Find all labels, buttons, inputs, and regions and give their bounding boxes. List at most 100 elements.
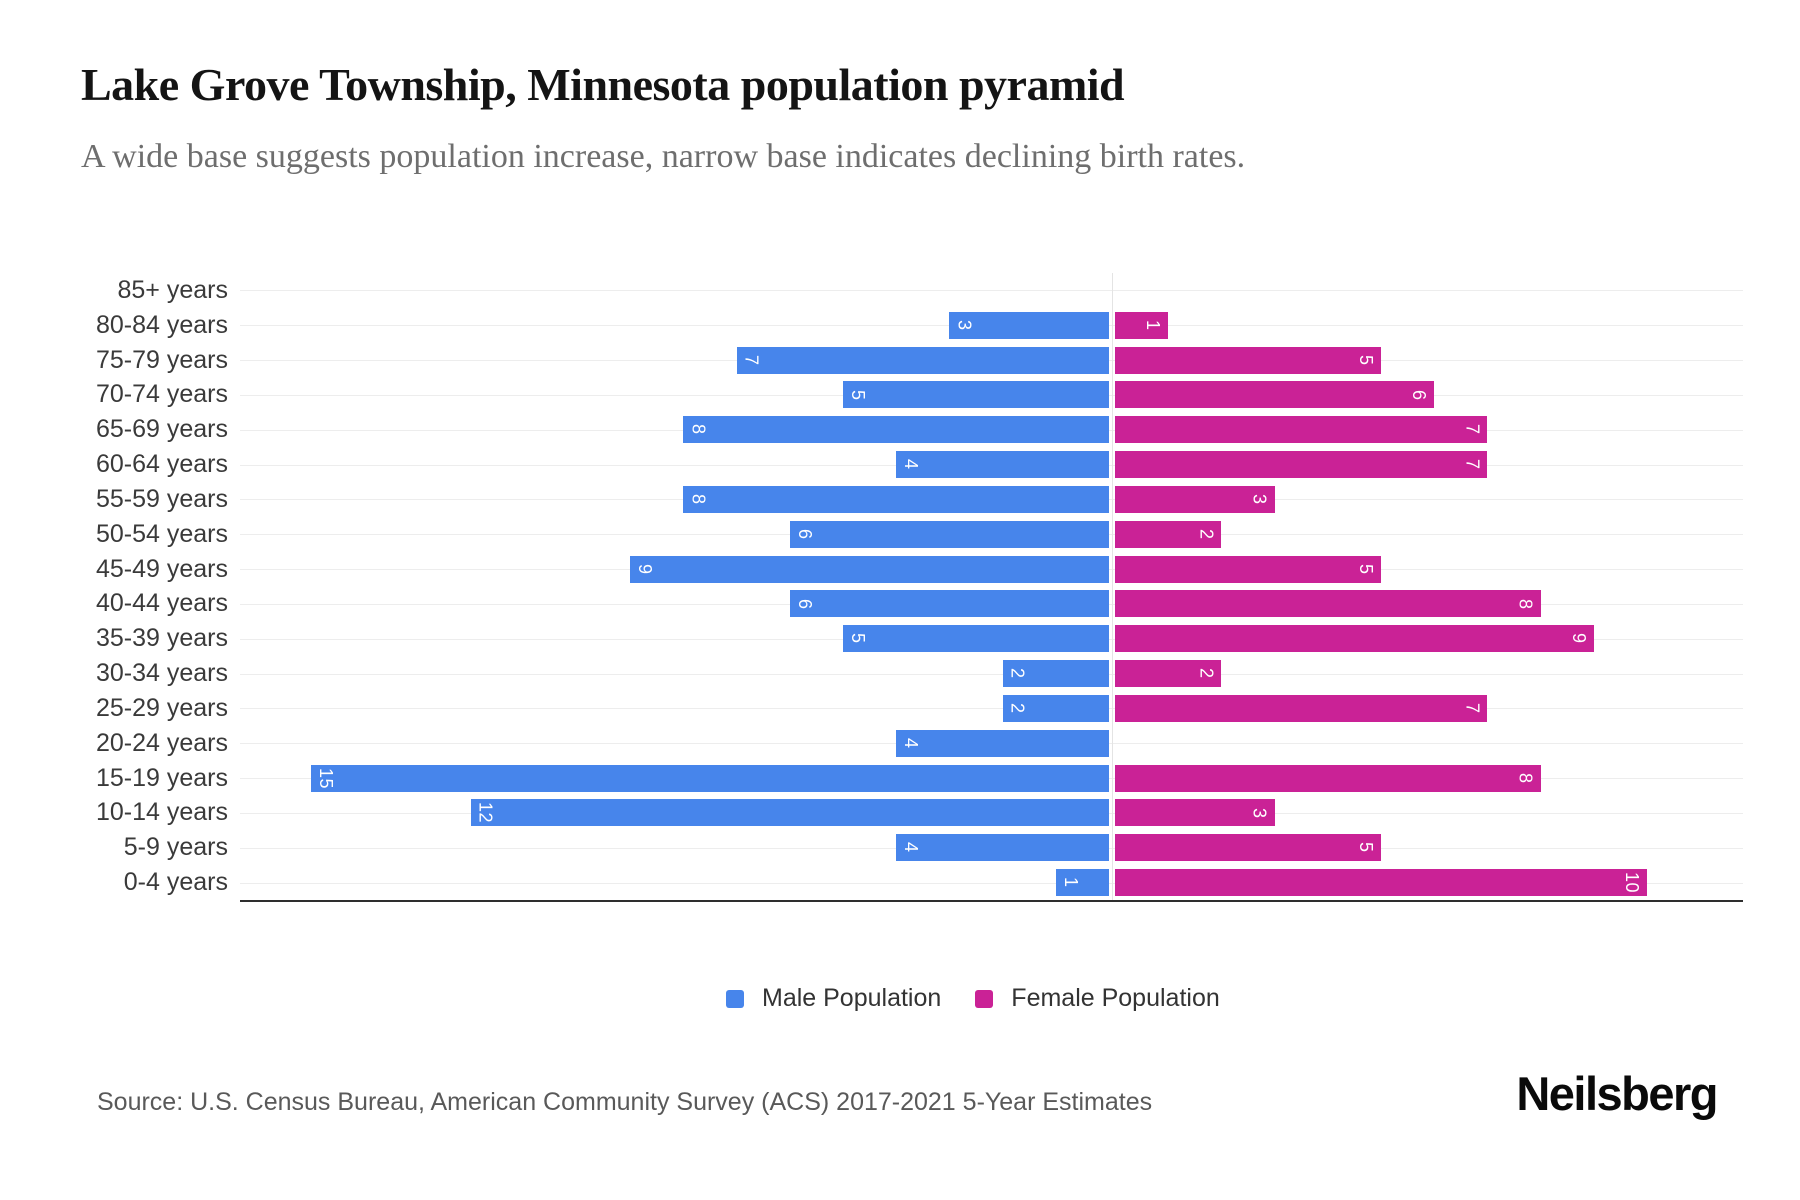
pyramid-row: 40-44 years 6 8	[96, 587, 1743, 622]
pyramid-row: 25-29 years 2 7	[96, 691, 1743, 726]
female-bar-value: 5	[1356, 354, 1376, 366]
female-bar[interactable]: 3	[1115, 485, 1275, 513]
male-bar[interactable]: 5	[843, 381, 1109, 409]
male-bar-value: 12	[475, 802, 496, 824]
pyramid-row: 70-74 years 5 6	[96, 378, 1743, 413]
male-bar[interactable]: 4	[896, 834, 1109, 862]
row-gridline	[240, 673, 1743, 675]
chart-legend: Male Population Female Population	[726, 984, 1220, 1013]
female-bar[interactable]: 8	[1115, 590, 1541, 618]
female-bar-value: 7	[1462, 703, 1483, 714]
male-bar[interactable]: 8	[683, 416, 1109, 444]
age-group-label: 15-19 years	[95, 763, 228, 792]
legend-label: Female Population	[1011, 984, 1220, 1012]
female-bar[interactable]: 6	[1115, 381, 1435, 409]
male-bar-value: 9	[635, 563, 656, 575]
male-bar-value: 8	[688, 494, 709, 505]
age-group-label: 80-84 years	[95, 310, 228, 339]
female-bar[interactable]: 3	[1115, 799, 1275, 827]
male-bar[interactable]: 3	[949, 311, 1109, 339]
female-bar-value: 7	[1462, 459, 1483, 470]
female-bar-value: 3	[1249, 807, 1270, 819]
male-bar[interactable]: 1	[1055, 869, 1109, 897]
female-bar[interactable]: 2	[1115, 520, 1222, 548]
female-bar-value: 6	[1409, 389, 1430, 401]
female-bar[interactable]: 5	[1115, 555, 1381, 583]
female-bar-value: 7	[1462, 424, 1483, 435]
legend-label: Male Population	[762, 984, 942, 1012]
female-bar-value: 2	[1196, 528, 1217, 540]
female-bar[interactable]: 1	[1115, 311, 1169, 339]
male-bar-value: 3	[954, 319, 975, 331]
male-bar-value: 4	[901, 842, 922, 853]
age-group-label: 40-44 years	[95, 589, 228, 618]
male-bar-value: 6	[794, 598, 815, 610]
age-group-label: 20-24 years	[95, 728, 228, 757]
pyramid-row: 50-54 years 6 2	[96, 517, 1743, 552]
age-group-label: 55-59 years	[95, 484, 228, 513]
male-bar[interactable]: 4	[896, 729, 1109, 757]
male-bar-value: 1	[1060, 877, 1081, 888]
male-bar-value: 4	[901, 737, 922, 749]
row-gridline	[240, 708, 1743, 710]
age-group-label: 60-64 years	[95, 450, 228, 479]
age-group-label: 50-54 years	[95, 519, 228, 548]
female-bar-value: 9	[1568, 633, 1589, 644]
female-bar-value: 8	[1515, 772, 1536, 784]
pyramid-row: 0-4 years 1 10	[124, 865, 1743, 900]
female-bar[interactable]: 8	[1115, 764, 1541, 792]
page-title: Lake Grove Township, Minnesota populatio…	[81, 59, 1125, 110]
female-bar-value: 3	[1249, 494, 1270, 505]
male-bar[interactable]: 15	[311, 764, 1109, 792]
age-group-label: 70-74 years	[95, 380, 228, 409]
male-bar[interactable]: 12	[470, 799, 1109, 827]
male-bar[interactable]: 9	[630, 555, 1109, 583]
legend-swatch-icon	[726, 989, 744, 1008]
female-bar[interactable]: 7	[1115, 694, 1488, 722]
male-bar-value: 2	[1007, 668, 1028, 679]
age-group-label: 25-29 years	[95, 693, 228, 722]
page-subtitle: A wide base suggests population increase…	[81, 138, 1246, 175]
legend-swatch-icon	[975, 989, 994, 1008]
female-bar-value: 5	[1356, 842, 1376, 853]
source-text: Source: U.S. Census Bureau, American Com…	[97, 1088, 1153, 1116]
male-bar[interactable]: 6	[789, 520, 1109, 548]
male-bar-value: 8	[688, 424, 709, 435]
female-bar[interactable]: 5	[1115, 346, 1381, 374]
female-bar[interactable]: 7	[1115, 416, 1488, 444]
male-bar[interactable]: 2	[1002, 660, 1109, 688]
age-group-label: 0-4 years	[123, 868, 228, 897]
male-bar-value: 5	[848, 389, 868, 401]
female-bar-value: 8	[1515, 598, 1536, 610]
male-bar[interactable]: 6	[789, 590, 1109, 618]
female-bar-value: 10	[1622, 872, 1642, 894]
male-bar-value: 4	[901, 459, 922, 470]
female-bar[interactable]: 5	[1115, 834, 1381, 862]
age-group-label: 30-34 years	[95, 659, 228, 688]
male-bar[interactable]: 4	[896, 451, 1109, 479]
pyramid-row: 75-79 years 7 5	[96, 343, 1743, 378]
male-bar[interactable]: 8	[683, 485, 1109, 513]
male-bar[interactable]: 7	[736, 346, 1109, 374]
female-bar[interactable]: 7	[1115, 451, 1488, 479]
pyramid-row: 80-84 years 3 1	[96, 308, 1743, 343]
pyramid-row: 55-59 years 8 3	[96, 482, 1743, 517]
female-bar[interactable]: 9	[1115, 625, 1594, 653]
female-bar[interactable]: 2	[1115, 660, 1222, 688]
legend-item-female[interactable]: Female Population	[975, 984, 1220, 1013]
row-gridline	[240, 290, 1743, 292]
male-bar[interactable]: 5	[843, 625, 1109, 653]
male-bar[interactable]: 2	[1002, 694, 1109, 722]
age-group-label: 5-9 years	[123, 833, 228, 862]
female-bar[interactable]: 10	[1115, 869, 1647, 897]
pyramid-row: 65-69 years 8 7	[96, 412, 1743, 447]
female-bar-value: 2	[1196, 668, 1217, 679]
legend-item-male[interactable]: Male Population	[726, 984, 941, 1013]
age-group-label: 45-49 years	[95, 554, 228, 583]
pyramid-row: 20-24 years 4	[96, 726, 1743, 761]
pyramid-row: 10-14 years 12 3	[96, 796, 1743, 831]
pyramid-row: 30-34 years 2 2	[96, 656, 1743, 691]
pyramid-chart: 85+ years 80-84 years 3 1 75-79 years 7 5 70-74…	[96, 273, 1743, 902]
male-bar-value: 7	[741, 354, 762, 366]
